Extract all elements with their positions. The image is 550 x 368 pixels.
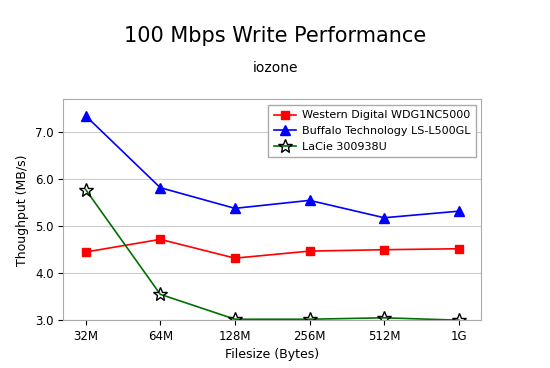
- Buffalo Technology LS-L500GL: [381, 216, 388, 220]
- X-axis label: Filesize (Bytes): Filesize (Bytes): [225, 348, 320, 361]
- Line: Buffalo Technology LS-L500GL: Buffalo Technology LS-L500GL: [81, 111, 464, 223]
- LaCie 300938U: [306, 317, 313, 321]
- LaCie 300938U: [82, 187, 89, 192]
- Western Digital WDG1NC5000: [232, 256, 238, 260]
- Western Digital WDG1NC5000: [455, 247, 462, 251]
- Line: Western Digital WDG1NC5000: Western Digital WDG1NC5000: [81, 235, 463, 262]
- LaCie 300938U: [455, 318, 462, 322]
- Buffalo Technology LS-L500GL: [82, 114, 89, 118]
- Buffalo Technology LS-L500GL: [232, 206, 238, 210]
- Y-axis label: Thoughput (MB/s): Thoughput (MB/s): [16, 154, 29, 265]
- Western Digital WDG1NC5000: [306, 249, 313, 253]
- Buffalo Technology LS-L500GL: [306, 198, 313, 202]
- Legend: Western Digital WDG1NC5000, Buffalo Technology LS-L500GL, LaCie 300938U: Western Digital WDG1NC5000, Buffalo Tech…: [268, 105, 476, 157]
- Western Digital WDG1NC5000: [157, 237, 163, 241]
- Text: 100 Mbps Write Performance: 100 Mbps Write Performance: [124, 26, 426, 46]
- LaCie 300938U: [157, 292, 163, 297]
- LaCie 300938U: [232, 317, 238, 321]
- Buffalo Technology LS-L500GL: [157, 185, 163, 190]
- LaCie 300938U: [381, 316, 388, 320]
- Western Digital WDG1NC5000: [82, 250, 89, 254]
- Buffalo Technology LS-L500GL: [455, 209, 462, 213]
- Line: LaCie 300938U: LaCie 300938U: [79, 183, 466, 327]
- Western Digital WDG1NC5000: [381, 248, 388, 252]
- Text: iozone: iozone: [252, 61, 298, 75]
